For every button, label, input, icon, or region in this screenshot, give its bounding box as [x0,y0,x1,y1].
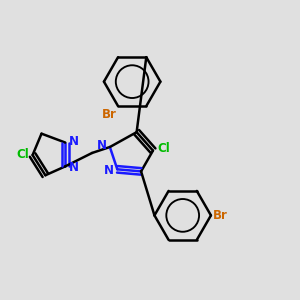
Text: N: N [69,161,79,174]
Text: Br: Br [213,209,228,222]
Text: N: N [97,139,107,152]
Text: Br: Br [102,108,117,121]
Text: Cl: Cl [17,148,30,161]
Text: Cl: Cl [157,142,170,155]
Text: N: N [104,164,114,177]
Text: N: N [69,135,79,148]
